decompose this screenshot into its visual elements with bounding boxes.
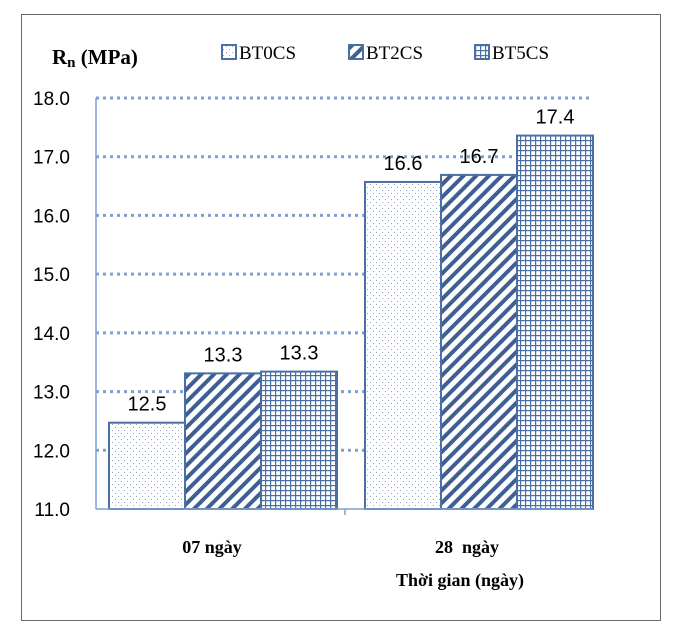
bar-bt5cs [516, 134, 594, 510]
data-label: 13.3 [280, 343, 319, 365]
legend-label: BT0CS [239, 43, 296, 64]
legend: BT0CS BT2CS BT5CS [221, 43, 549, 64]
legend-label: BT5CS [492, 43, 549, 64]
bars [108, 134, 594, 511]
legend-swatch [348, 44, 364, 60]
y-tick-label: 12.0 [33, 441, 70, 462]
y-tick-label: 15.0 [33, 265, 70, 286]
data-label: 12.5 [128, 394, 167, 416]
bar-bt0cs [108, 421, 186, 510]
bar-bt0cs [364, 180, 442, 510]
x-axis-title: Thời gian (ngày) [396, 570, 524, 591]
legend-item-bt5cs: BT5CS [474, 43, 549, 64]
bar-bt2cs [440, 173, 518, 510]
x-category-labels: 07 ngày 28 ngày [182, 537, 499, 557]
y-tick-label: 14.0 [33, 324, 70, 345]
y-tick-label: 13.0 [33, 383, 70, 404]
data-labels: 12.5 13.3 13.3 16.6 16.7 17.4 [128, 107, 575, 416]
legend-swatch [221, 44, 237, 60]
y-axis-title: Rn (MPa) [52, 45, 138, 71]
data-label: 16.6 [384, 153, 423, 175]
legend-swatch [474, 44, 490, 60]
y-tick-label: 18.0 [33, 89, 70, 110]
y-tick-label: 17.0 [33, 148, 70, 169]
data-label: 17.4 [536, 107, 575, 129]
y-tick-label: 16.0 [33, 206, 70, 227]
x-category-label: 28 ngày [435, 537, 499, 557]
legend-item-bt2cs: BT2CS [348, 43, 423, 64]
y-tick-label: 11.0 [34, 500, 70, 521]
bar-bt5cs [260, 370, 338, 511]
data-label: 13.3 [204, 344, 243, 366]
y-tick-labels: 11.0 12.0 13.0 14.0 15.0 16.0 17.0 18.0 [33, 89, 70, 521]
axes [95, 98, 593, 515]
bar-bt2cs [184, 372, 262, 510]
x-category-label: 07 ngày [182, 537, 242, 557]
data-label: 16.7 [460, 146, 499, 168]
legend-label: BT2CS [366, 43, 423, 64]
legend-item-bt0cs: BT0CS [221, 43, 296, 64]
